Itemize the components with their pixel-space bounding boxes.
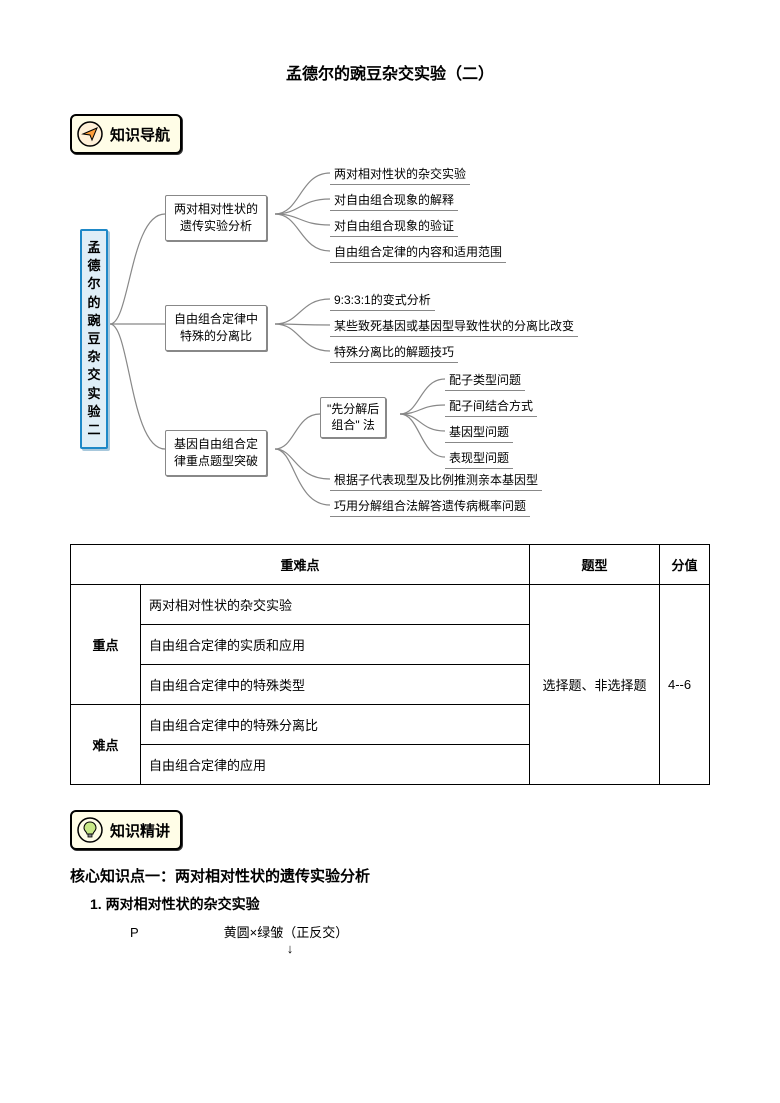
core-point-1: 1. 两对相对性状的杂交实验 [90, 894, 710, 914]
p-label: P [130, 925, 220, 940]
mindmap-leaf: 某些致死基因或基因型导致性状的分离比改变 [330, 315, 578, 337]
cross-text: 黄圆×绿皱（正反交） [224, 925, 349, 940]
badge-label: 知识导航 [110, 124, 170, 145]
mindmap-leaf: 两对相对性状的杂交实验 [330, 163, 470, 185]
table-cell: 4--6 [660, 585, 710, 785]
mindmap-leaf: 表现型问题 [445, 447, 513, 469]
table-header-row: 重难点 题型 分值 [71, 545, 710, 585]
bulb-icon [76, 816, 104, 844]
cross-arrow: ↓ [130, 941, 450, 956]
table-header: 分值 [660, 545, 710, 585]
mindmap-leaf: 配子间结合方式 [445, 395, 537, 417]
mindmap-root: 孟德尔的豌豆杂交实验二 [80, 229, 108, 449]
mindmap-leaf: 对自由组合现象的解释 [330, 189, 458, 211]
mindmap-leaf: 配子类型问题 [445, 369, 525, 391]
page-title: 孟德尔的豌豆杂交实验（二） [70, 60, 710, 84]
badge-label: 知识精讲 [110, 820, 170, 841]
paper-plane-icon [76, 120, 104, 148]
table-header: 重难点 [71, 545, 530, 585]
table-row: 重点 两对相对性状的杂交实验 选择题、非选择题 4--6 [71, 585, 710, 625]
table-cell: 自由组合定律中的特殊分离比 [141, 705, 530, 745]
mindmap-leaf: 特殊分离比的解题技巧 [330, 341, 458, 363]
badge-knowledge-detail: 知识精讲 [70, 810, 182, 850]
mindmap-leaf: 自由组合定律的内容和适用范围 [330, 241, 506, 263]
mindmap-leaf: 对自由组合现象的验证 [330, 215, 458, 237]
table-cell: 选择题、非选择题 [530, 585, 660, 785]
table-row-label: 难点 [71, 705, 141, 785]
core-subtitle: 核心知识点一：两对相对性状的遗传实验分析 [70, 865, 710, 886]
mindmap-branch-1: 两对相对性状的遗传实验分析 [165, 195, 267, 241]
mindmap: 孟德尔的豌豆杂交实验二 两对相对性状的遗传实验分析 自由组合定律中特殊的分离比 … [70, 169, 710, 529]
table-cell: 两对相对性状的杂交实验 [141, 585, 530, 625]
badge-knowledge-nav: 知识导航 [70, 114, 182, 154]
mindmap-leaf: 根据子代表现型及比例推测亲本基因型 [330, 469, 542, 491]
mindmap-leaf: 巧用分解组合法解答遗传病概率问题 [330, 495, 530, 517]
table-cell: 自由组合定律的实质和应用 [141, 625, 530, 665]
mindmap-branch-3: 基因自由组合定律重点题型突破 [165, 430, 267, 476]
cross-line: P 黄圆×绿皱（正反交） [130, 922, 710, 941]
table-header: 题型 [530, 545, 660, 585]
mindmap-branch-2: 自由组合定律中特殊的分离比 [165, 305, 267, 351]
mindmap-leaf: 9:3:3:1的变式分析 [330, 289, 435, 311]
table-row-label: 重点 [71, 585, 141, 705]
table-cell: 自由组合定律中的特殊类型 [141, 665, 530, 705]
mindmap-leaf: 基因型问题 [445, 421, 513, 443]
mindmap-quote: "先分解后组合" 法 [320, 397, 386, 438]
table-cell: 自由组合定律的应用 [141, 745, 530, 785]
summary-table: 重难点 题型 分值 重点 两对相对性状的杂交实验 选择题、非选择题 4--6 自… [70, 544, 710, 785]
